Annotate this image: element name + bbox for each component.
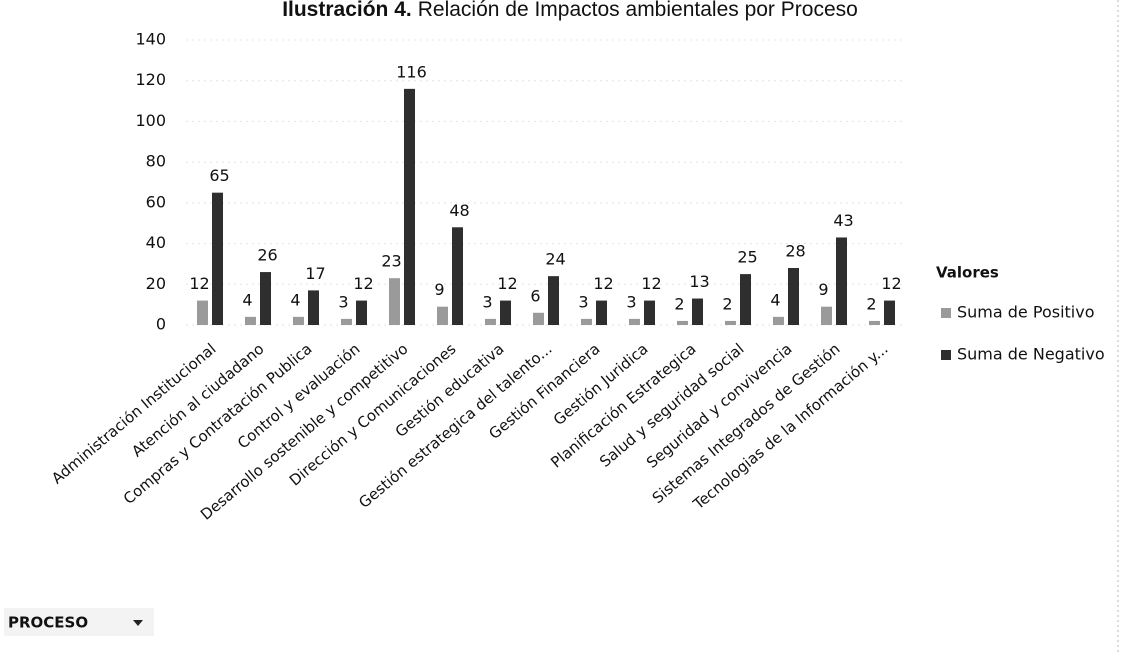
legend-label: Suma de Negativo [957,345,1105,364]
data-label: 3 [338,292,348,311]
bar [644,300,655,325]
y-tick-label: 80 [146,152,166,171]
bar [725,320,736,325]
y-tick-label: 40 [146,233,166,252]
button-bg [4,608,154,636]
bar [212,192,223,325]
bar [356,300,367,325]
y-tick-label: 0 [156,315,166,334]
data-label: 65 [209,166,229,185]
bar [533,312,544,325]
bar [740,274,751,325]
bar [596,300,607,325]
filter-button[interactable]: PROCESO [4,608,154,636]
data-label: 4 [242,290,252,309]
data-label: 3 [482,292,492,311]
data-label: 24 [545,250,565,269]
data-label: 4 [290,290,300,309]
bar [788,268,799,325]
bar [260,272,271,325]
bar [245,316,256,325]
legend-title: Valores [936,264,999,282]
data-label: 28 [785,242,805,261]
bar [452,227,463,325]
data-label: 9 [818,280,828,299]
data-label: 6 [530,286,540,305]
data-label: 12 [881,274,901,293]
bar [836,237,847,325]
chart-title: Ilustración 4. Relación de Impactos ambie… [282,0,858,21]
data-label: 25 [737,248,757,267]
bar [869,320,880,325]
legend-swatch [941,308,951,318]
data-label: 13 [689,272,709,291]
data-label: 2 [722,294,732,313]
data-label: 12 [497,274,517,293]
bar [197,300,208,325]
bar [629,318,640,325]
bar [404,88,415,325]
bar [677,320,688,325]
data-label: 3 [578,292,588,311]
data-label: 26 [257,246,277,265]
y-tick-label: 20 [146,274,166,293]
y-tick-label: 100 [135,111,166,130]
legend-label: Suma de Positivo [957,303,1094,322]
bar [485,318,496,325]
bar [308,290,319,325]
bar [692,298,703,325]
y-tick-label: 140 [135,30,166,49]
legend-swatch [941,350,951,360]
data-label: 23 [381,252,401,271]
bar [548,276,559,325]
data-label: 116 [396,62,427,81]
data-label: 12 [189,274,209,293]
bar [389,278,400,325]
data-label: 2 [866,294,876,313]
bar [821,306,832,325]
y-tick-label: 120 [135,70,166,89]
data-label: 12 [641,274,661,293]
data-label: 17 [305,264,325,283]
bar [884,300,895,325]
data-label: 12 [593,274,613,293]
button-label: PROCESO [8,614,88,632]
data-label: 2 [674,294,684,313]
x-tick-label: Compras y Contratación Publica [120,340,316,508]
data-label: 48 [449,201,469,220]
data-label: 3 [626,292,636,311]
bar [437,306,448,325]
bar [341,318,352,325]
bar [581,318,592,325]
data-label: 12 [353,274,373,293]
data-label: 43 [833,211,853,230]
title-label: Ilustración 4. [282,0,412,21]
dropdown-arrow [133,620,143,626]
bar [500,300,511,325]
title-text: Relación de Impactos ambientales por Pro… [418,0,858,21]
bar [293,316,304,325]
bar [773,316,784,325]
y-tick-label: 60 [146,192,166,211]
data-label: 9 [434,280,444,299]
data-label: 4 [770,290,780,309]
